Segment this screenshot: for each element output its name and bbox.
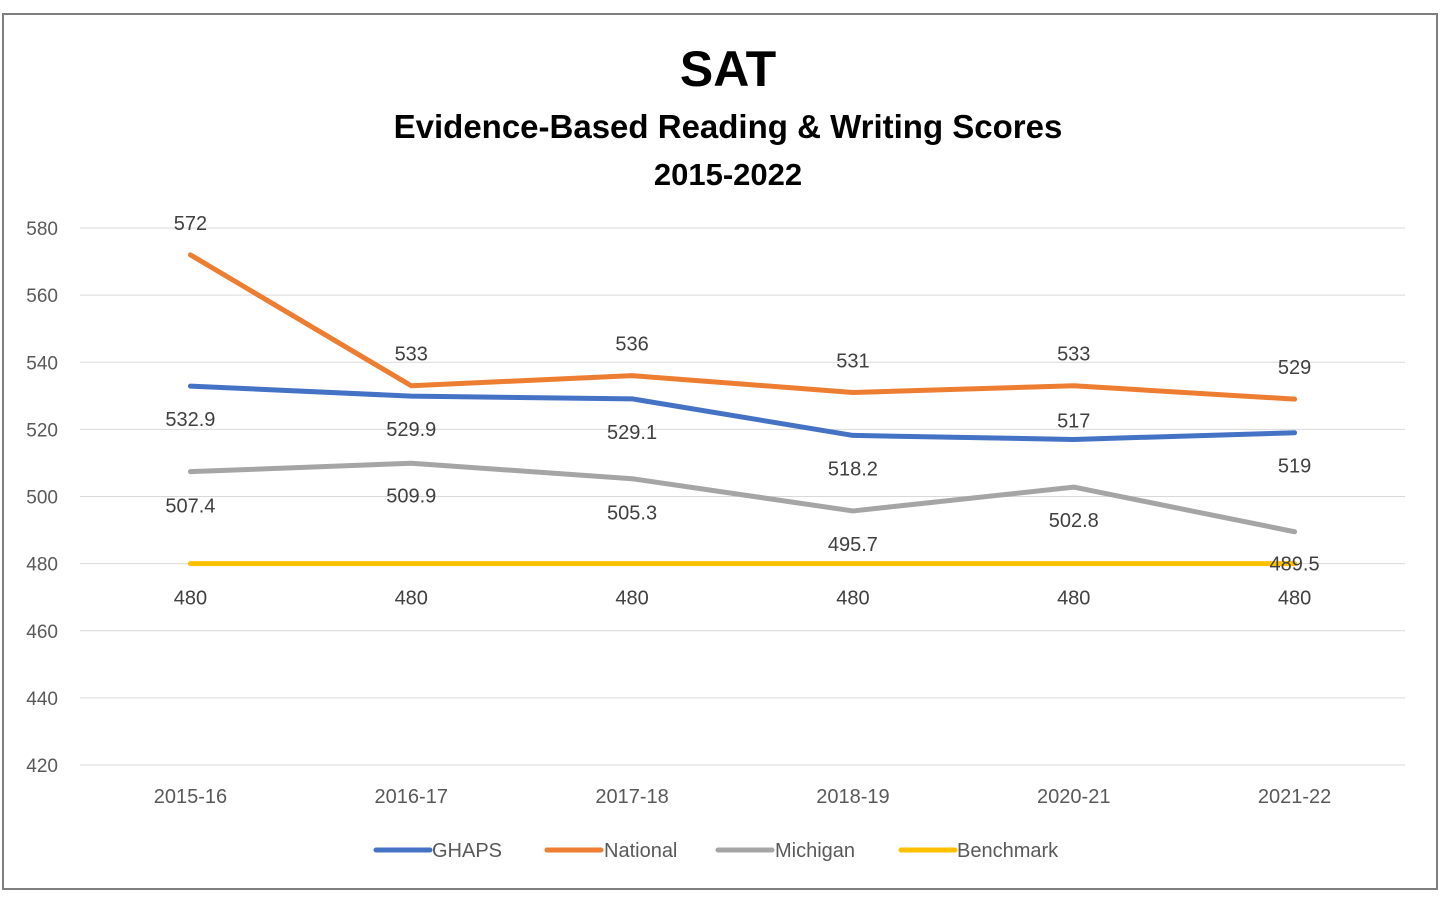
y-axis-ticks: 420 440 460 480 500 520 540 560 580 <box>26 219 58 777</box>
y-tick-label: 500 <box>26 488 58 509</box>
x-axis-ticks: 2015-16 2016-17 2017-18 2018-19 2020-21 2021-… <box>154 786 1332 808</box>
y-tick-label: 480 <box>26 555 58 576</box>
legend-label-benchmark: Benchmark <box>957 840 1059 862</box>
data-label-benchmark: 480 <box>1057 588 1090 610</box>
chart-subtitle-years: 2015-2022 <box>653 157 803 192</box>
data-label-ghaps: 532.9 <box>165 409 215 431</box>
data-label-benchmark: 480 <box>615 588 648 610</box>
data-labels: 532.9 529.9 529.1 518.2 517 519 572 533 536 531 53… <box>165 213 1319 610</box>
x-tick-label: 2020-21 <box>1037 786 1110 808</box>
legend: GHAPS National Michigan Benchmark <box>373 840 1059 862</box>
legend-label-ghaps: GHAPS <box>432 840 502 862</box>
y-tick-label: 440 <box>26 689 58 710</box>
x-tick-label: 2018-19 <box>816 786 889 808</box>
y-tick-label: 540 <box>26 353 58 374</box>
data-label-benchmark: 480 <box>395 588 428 610</box>
data-label-national: 533 <box>1057 344 1090 366</box>
data-label-michigan: 495.7 <box>828 534 878 556</box>
series-line-national <box>187 252 1298 402</box>
data-label-michigan: 489.5 <box>1270 554 1320 576</box>
chart-frame <box>2 13 1438 890</box>
data-label-michigan: 509.9 <box>386 485 436 507</box>
x-tick-label: 2015-16 <box>154 786 227 808</box>
data-label-michigan: 505.3 <box>607 503 657 525</box>
data-label-michigan: 502.8 <box>1049 510 1099 532</box>
y-tick-label: 420 <box>26 756 58 777</box>
data-label-benchmark: 480 <box>836 588 869 610</box>
y-tick-label: 460 <box>26 622 58 643</box>
chart-title: SAT <box>679 41 777 97</box>
data-label-benchmark: 480 <box>174 588 207 610</box>
x-tick-label: 2021-22 <box>1258 786 1331 808</box>
y-tick-label: 520 <box>26 420 58 441</box>
legend-label-michigan: Michigan <box>775 840 855 862</box>
legend-label-national: National <box>604 840 677 862</box>
data-label-national: 536 <box>615 334 648 356</box>
data-label-national: 531 <box>836 350 869 372</box>
data-label-ghaps: 529.1 <box>607 422 657 444</box>
data-label-benchmark: 480 <box>1278 588 1311 610</box>
series-line-michigan <box>187 460 1298 535</box>
series-line-ghaps <box>187 383 1298 442</box>
y-tick-label: 560 <box>26 286 58 307</box>
data-label-national: 533 <box>395 344 428 366</box>
y-tick-label: 580 <box>26 219 58 240</box>
data-label-ghaps: 518.2 <box>828 458 878 480</box>
x-tick-label: 2017-18 <box>595 786 668 808</box>
data-label-ghaps: 517 <box>1057 410 1090 432</box>
data-label-michigan: 507.4 <box>165 496 215 518</box>
data-label-ghaps: 519 <box>1278 456 1311 478</box>
data-label-national: 572 <box>174 213 207 235</box>
data-label-national: 529 <box>1278 357 1311 379</box>
data-label-ghaps: 529.9 <box>386 419 436 441</box>
series-lines <box>187 252 1298 567</box>
chart-subtitle: Evidence-Based Reading & Writing Scores <box>393 108 1063 145</box>
x-tick-label: 2016-17 <box>375 786 448 808</box>
